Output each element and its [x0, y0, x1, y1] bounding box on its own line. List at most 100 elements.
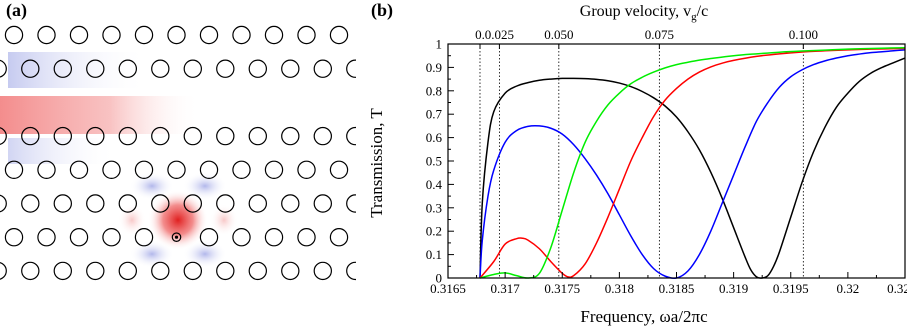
lattice-hole [0, 127, 7, 146]
lattice-hole [69, 160, 89, 179]
x-tick-label: 0.3175 [544, 281, 580, 296]
lattice-hole [346, 126, 356, 146]
lattice-hole [281, 126, 300, 146]
lattice-hole [37, 160, 56, 179]
lattice-hole [4, 160, 24, 179]
lattice-hole [69, 227, 89, 247]
lattice-hole [0, 194, 7, 213]
lattice-hole [4, 227, 24, 247]
lattice-hole [102, 160, 121, 179]
lattice-hole [216, 194, 235, 213]
lattice-holes [0, 25, 356, 281]
lattice-hole [216, 261, 235, 281]
top-axis-title: Group velocity, vg/c [580, 3, 708, 23]
y-tick-label: 0.9 [426, 60, 442, 75]
lattice-hole [86, 261, 105, 281]
lattice-hole [151, 59, 170, 78]
lattice-hole [53, 126, 72, 146]
y-tick-label: 0.2 [426, 224, 442, 239]
lattice-hole [248, 261, 267, 281]
cavity-red-lobe [210, 204, 238, 236]
lattice-hole [183, 59, 202, 78]
upper-blue-lobe [8, 52, 148, 88]
lattice-hole [21, 261, 40, 281]
lattice-hole [37, 227, 56, 247]
top-tick-label: 0. [475, 27, 485, 42]
lattice-hole [134, 160, 154, 179]
lattice-hole [102, 227, 121, 247]
top-axis-label-sub: g [691, 11, 697, 23]
lattice-hole [151, 126, 170, 146]
lattice-hole [199, 25, 219, 45]
lattice-hole [86, 126, 105, 146]
x-tick-label: 0.32 [837, 281, 860, 296]
lattice-hole [329, 227, 349, 247]
lattice-hole [21, 126, 40, 146]
lattice-hole [313, 261, 332, 281]
group-velocity-markers [479, 44, 804, 278]
x-axis-ticks: 0.3165 0.317 0.3175 0.318 0.3185 0.319 0.3195 0… [430, 272, 907, 296]
lattice-hole [281, 261, 300, 281]
lattice-hole [199, 227, 219, 247]
lattice-hole [183, 126, 202, 146]
lattice-hole [232, 160, 251, 179]
svg-text:Group velocity, vg/c: Group velocity, vg/c [580, 3, 708, 23]
cavity-blue-lobe [130, 240, 174, 268]
cavity-blue-lobe [130, 172, 174, 200]
cavity-blue-lobe [183, 240, 227, 268]
lattice-hole [69, 25, 89, 45]
top-axis-label-main: Group velocity, v [580, 3, 691, 20]
lattice-hole [248, 126, 267, 146]
lattice-hole [118, 194, 138, 213]
x-tick-label: 0.3185 [659, 281, 695, 296]
lattice-hole [151, 261, 170, 281]
cavity-center-dot [174, 235, 179, 239]
photonic-crystal-field-map [0, 25, 356, 281]
cavity-hole [171, 232, 182, 242]
top-tick-label: 0.025 [485, 27, 514, 42]
lattice-hole [248, 59, 267, 78]
lattice-hole [297, 160, 316, 179]
y-tick-label: 0 [436, 271, 443, 286]
y-tick-label: 0.4 [426, 177, 443, 192]
top-tick-label: 0.075 [645, 27, 674, 42]
lattice-hole [167, 25, 186, 45]
lattice-hole [313, 59, 332, 78]
lattice-hole [329, 25, 349, 45]
lattice-hole [264, 227, 284, 247]
panel-a-label: (a) [6, 0, 27, 20]
lower-blue-lobe [8, 138, 118, 164]
transmission-series-4 [479, 46, 906, 279]
y-tick-label: 0.5 [426, 154, 442, 169]
lattice-hole [264, 160, 284, 179]
lattice-hole [53, 59, 72, 78]
plot-frame [447, 43, 906, 279]
lattice-hole [232, 25, 251, 45]
lattice-hole [232, 227, 251, 247]
lattice-hole [4, 25, 24, 45]
y-tick-label: 0.8 [426, 83, 442, 98]
lattice-hole [118, 126, 138, 146]
x-tick-label: 0.317 [491, 281, 521, 296]
lattice-hole [183, 194, 202, 213]
lattice-hole [281, 194, 300, 213]
y-tick-label: 1 [436, 37, 443, 52]
cavity-red-lobe [118, 204, 146, 236]
lattice-hole [199, 160, 219, 179]
lattice-hole [313, 126, 332, 146]
lattice-hole [329, 160, 349, 179]
transmission-series-2 [479, 49, 906, 280]
lattice-hole [167, 160, 186, 179]
lattice-hole [297, 25, 316, 45]
x-tick-label: 0.3165 [430, 281, 466, 296]
lattice-hole [134, 227, 154, 247]
top-axis-label-tail: /c [697, 3, 709, 20]
y-tick-label: 0.3 [426, 200, 442, 215]
y-tick-label: 0.1 [426, 247, 442, 262]
x-tick-label: 0.318 [605, 281, 634, 296]
lattice-hole [118, 261, 138, 281]
cavity-mode [148, 190, 208, 250]
lattice-hole [346, 59, 356, 78]
transmission-curves [479, 46, 906, 280]
lattice-hole [21, 59, 40, 78]
